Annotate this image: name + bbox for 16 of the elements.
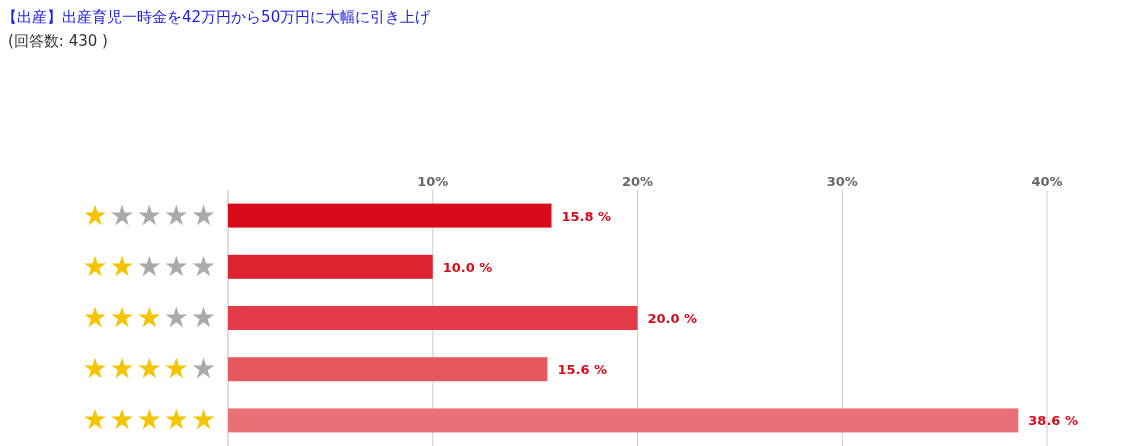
xtick: 20% [621, 174, 654, 189]
value-label: 38.6 % [1028, 413, 1078, 429]
xtick: 30% [826, 174, 858, 189]
xtick: 10% [417, 174, 449, 189]
category: ★★★★★ [82, 198, 218, 232]
category: ★★★★★ [82, 403, 218, 437]
category: ★★★★★ [82, 301, 218, 334]
xtick: 40% [1031, 174, 1063, 189]
value-label: 10.0 % [442, 259, 493, 275]
value-label: 20.0 % [647, 311, 698, 326]
category: ★★★★★ [82, 352, 218, 386]
value-label: 15.6 % [557, 362, 608, 378]
category: ★★★★★ [82, 249, 218, 283]
title: 【出産】出産育児一時金を42万円から50万円に大幅に引き上げ [2, 8, 431, 26]
subtitle: (回答数: 430 ) [8, 32, 108, 50]
value-label: 15.8 % [561, 208, 612, 224]
